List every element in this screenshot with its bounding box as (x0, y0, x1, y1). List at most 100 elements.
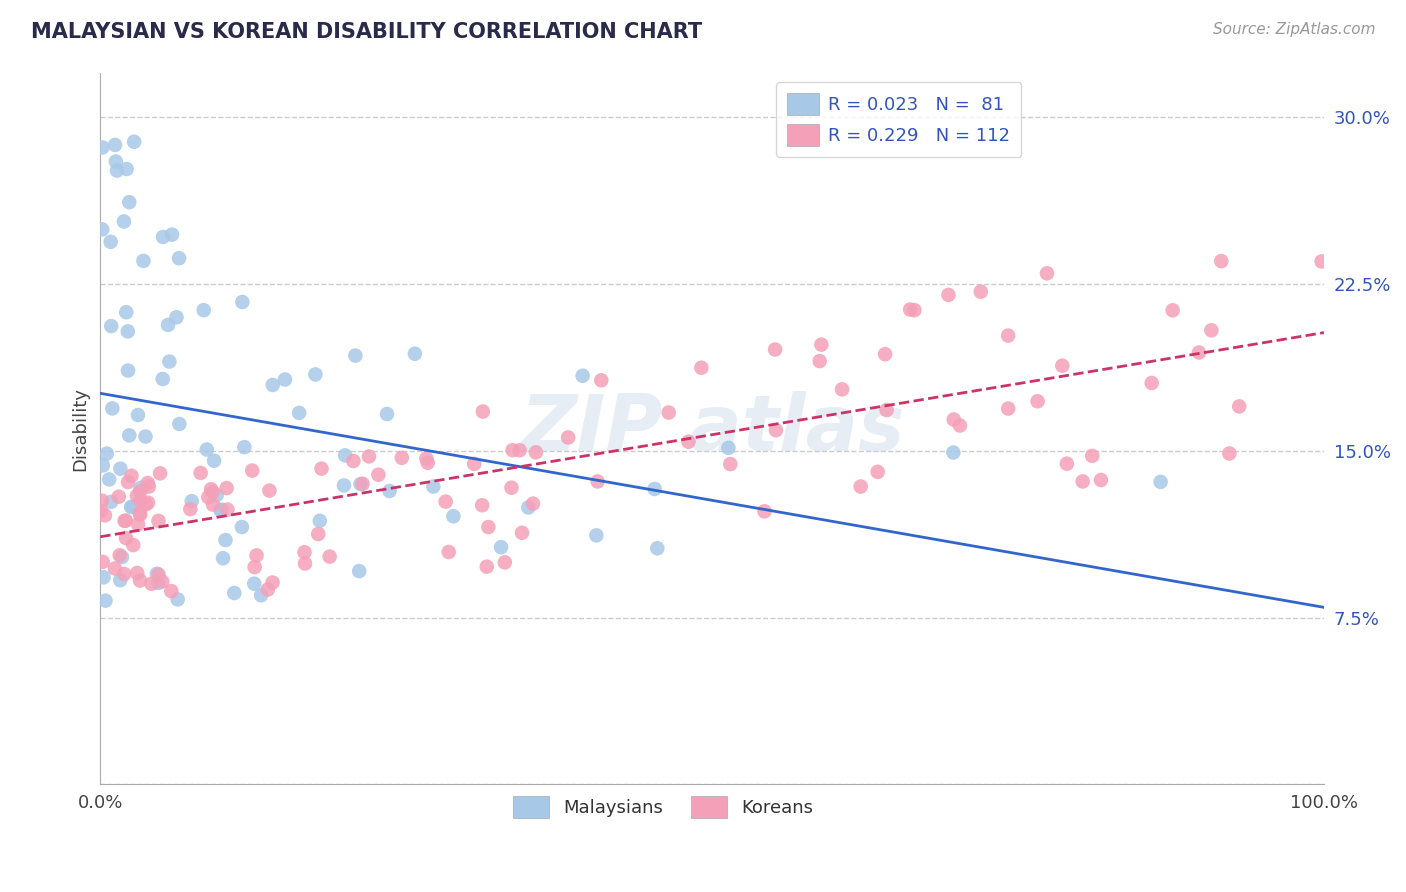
Point (342, 454, 364, 468)
Point (489, 540, 512, 554)
Point (591, 373, 613, 387)
Point (416, 456, 439, 470)
Point (129, 484, 152, 499)
Point (231, 520, 253, 534)
Point (243, 560, 266, 574)
Point (876, 403, 898, 417)
Point (122, 135, 145, 149)
Point (104, 137, 127, 152)
Point (1081, 449, 1104, 463)
Point (129, 506, 152, 520)
Point (256, 582, 278, 597)
Point (152, 230, 174, 244)
Point (471, 404, 494, 418)
Point (166, 592, 188, 607)
Point (121, 468, 143, 483)
Point (243, 576, 266, 591)
Point (233, 440, 256, 454)
Point (93, 570, 115, 584)
Text: Source: ZipAtlas.com: Source: ZipAtlas.com (1212, 22, 1375, 37)
Point (333, 448, 356, 462)
Point (146, 566, 169, 581)
Point (245, 549, 267, 563)
Point (91, 555, 114, 569)
Point (1201, 323, 1223, 337)
Point (117, 325, 139, 339)
Point (849, 479, 872, 493)
Point (120, 500, 142, 514)
Point (209, 502, 232, 516)
Point (415, 451, 437, 466)
Point (288, 406, 311, 420)
Point (250, 588, 273, 602)
Point (942, 412, 965, 426)
Point (391, 450, 413, 465)
Point (105, 163, 128, 178)
Point (831, 383, 853, 397)
Point (471, 498, 494, 512)
Point (510, 525, 533, 540)
Point (94, 508, 117, 523)
Point (160, 227, 183, 242)
Point (202, 454, 225, 468)
Point (942, 445, 965, 459)
Point (157, 318, 180, 332)
Point (997, 328, 1019, 343)
Point (148, 514, 170, 528)
Text: ZIP atlas: ZIP atlas (520, 391, 904, 467)
Point (118, 195, 141, 210)
Point (166, 310, 188, 325)
Point (96, 447, 118, 461)
Point (201, 485, 224, 500)
Point (104, 154, 127, 169)
Point (690, 360, 713, 375)
Point (501, 481, 523, 495)
Point (1140, 376, 1163, 390)
Point (129, 481, 152, 495)
Point (212, 551, 235, 566)
Point (586, 475, 609, 489)
Point (304, 368, 326, 382)
Point (112, 567, 135, 582)
Legend: Malaysians, Koreans: Malaysians, Koreans (506, 789, 821, 825)
Point (152, 372, 174, 386)
Point (1026, 394, 1049, 409)
Point (997, 401, 1019, 416)
Point (866, 465, 889, 479)
Point (117, 363, 139, 377)
Point (115, 161, 138, 176)
Point (1071, 475, 1094, 489)
Point (765, 423, 787, 437)
Point (349, 477, 371, 491)
Point (197, 490, 219, 504)
Point (463, 457, 485, 471)
Point (1056, 457, 1078, 471)
Point (718, 457, 741, 471)
Point (1211, 254, 1233, 268)
Point (475, 559, 498, 574)
Point (1090, 473, 1112, 487)
Point (209, 503, 232, 517)
Point (129, 494, 152, 508)
Point (90, 504, 112, 518)
Point (502, 443, 524, 458)
Point (434, 494, 457, 508)
Point (94, 593, 117, 607)
Point (763, 343, 786, 357)
Point (90, 493, 112, 508)
Point (557, 430, 579, 444)
Point (808, 354, 831, 368)
Point (347, 564, 370, 578)
Point (125, 489, 148, 503)
Point (477, 520, 499, 534)
Point (1188, 345, 1211, 359)
Point (157, 354, 180, 368)
Point (231, 295, 253, 310)
Point (127, 408, 149, 422)
Point (200, 483, 222, 497)
Point (169, 417, 191, 431)
Point (104, 561, 127, 575)
Point (938, 288, 960, 302)
Text: MALAYSIAN VS KOREAN DISABILITY CORRELATION CHART: MALAYSIAN VS KOREAN DISABILITY CORRELATI… (31, 22, 702, 42)
Point (111, 550, 134, 565)
